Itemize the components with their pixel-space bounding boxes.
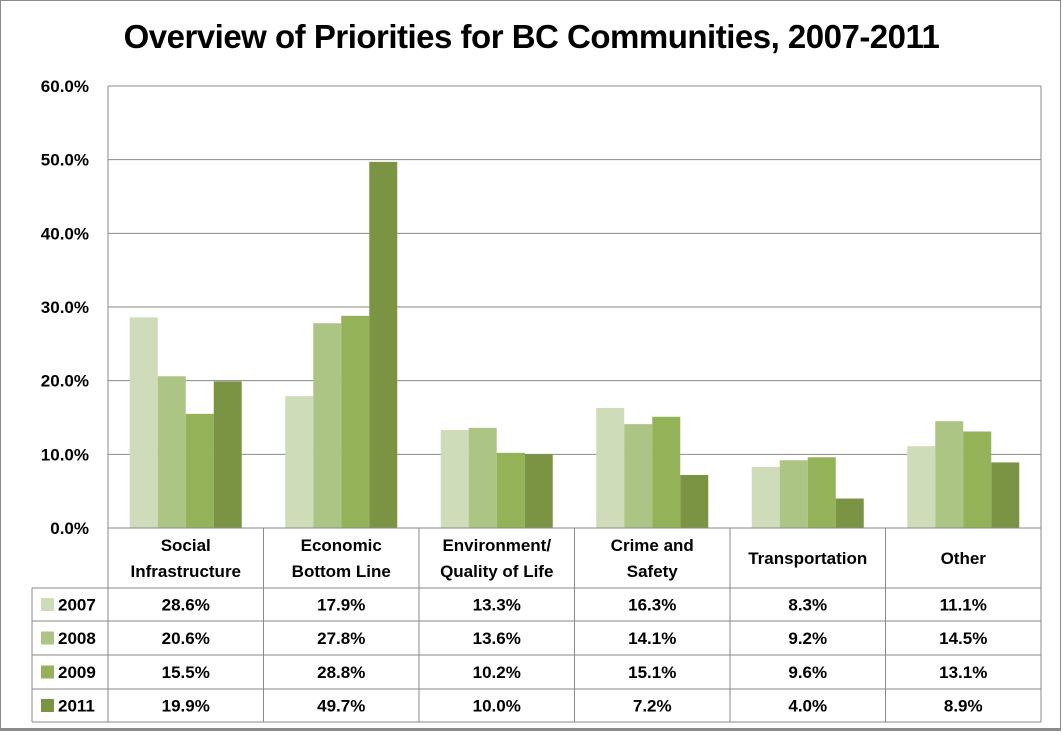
bar-2009-3 bbox=[652, 416, 681, 528]
data-table-value: 9.2% bbox=[788, 629, 827, 648]
chart-title: Overview of Priorities for BC Communitie… bbox=[123, 18, 940, 55]
data-table-value: 19.9% bbox=[162, 697, 210, 716]
bar-2009-0 bbox=[185, 413, 214, 528]
bar-2011-3 bbox=[680, 474, 709, 528]
bar-2009-5 bbox=[963, 431, 992, 528]
data-table-value: 10.2% bbox=[473, 663, 521, 682]
data-table-value: 17.9% bbox=[317, 596, 365, 615]
data-table-value: 8.3% bbox=[788, 596, 827, 615]
bar-2011-2 bbox=[524, 454, 553, 528]
bar-2007-5 bbox=[907, 446, 936, 528]
data-table-value: 13.6% bbox=[473, 629, 521, 648]
x-category-label: Crime and bbox=[611, 536, 694, 555]
y-tick-label: 0.0% bbox=[50, 519, 89, 538]
bar-2009-4 bbox=[807, 457, 836, 528]
legend-swatch-2011 bbox=[41, 699, 54, 712]
bar-2007-1 bbox=[285, 396, 314, 528]
data-table-value: 49.7% bbox=[317, 697, 365, 716]
data-table-value: 4.0% bbox=[788, 697, 827, 716]
legend-label: 2009 bbox=[58, 663, 96, 682]
x-category-label: Economic bbox=[301, 536, 382, 555]
legend-swatch-2007 bbox=[41, 598, 54, 611]
bar-2008-2 bbox=[468, 427, 497, 528]
x-category-label: Social bbox=[161, 536, 211, 555]
y-tick-label: 20.0% bbox=[41, 372, 89, 391]
bar-2007-4 bbox=[751, 466, 780, 528]
x-category-label: Other bbox=[941, 549, 987, 568]
data-table-value: 28.8% bbox=[317, 663, 365, 682]
y-tick-label: 40.0% bbox=[41, 224, 89, 243]
data-table-value: 15.1% bbox=[628, 663, 676, 682]
x-category-label: Safety bbox=[627, 562, 679, 581]
data-table-value: 13.1% bbox=[939, 663, 987, 682]
bar-2008-4 bbox=[779, 460, 808, 528]
legend-swatch-2008 bbox=[41, 631, 54, 645]
bar-2007-0 bbox=[129, 317, 158, 528]
bar-2011-1 bbox=[369, 161, 398, 529]
x-category-label: Bottom Line bbox=[292, 562, 391, 581]
bar-2008-5 bbox=[935, 421, 964, 528]
bar-2007-3 bbox=[596, 407, 625, 528]
bar-2008-3 bbox=[624, 424, 653, 528]
data-table-value: 27.8% bbox=[317, 629, 365, 648]
bar-2007-2 bbox=[440, 430, 469, 528]
data-table-value: 14.5% bbox=[939, 629, 987, 648]
bar-2009-2 bbox=[496, 452, 525, 528]
data-table-value: 11.1% bbox=[940, 596, 987, 615]
y-tick-label: 30.0% bbox=[41, 298, 89, 317]
data-table-value: 14.1% bbox=[628, 629, 676, 648]
bar-2011-5 bbox=[991, 462, 1020, 528]
data-table-value: 7.2% bbox=[633, 697, 672, 716]
y-tick-label: 50.0% bbox=[41, 151, 89, 170]
bar-2008-0 bbox=[157, 376, 186, 528]
legend-swatch-2009 bbox=[41, 665, 54, 679]
data-table-value: 20.6% bbox=[162, 629, 210, 648]
data-table-value: 13.3% bbox=[473, 596, 521, 615]
legend-label: 2011 bbox=[58, 697, 95, 716]
bar-2011-4 bbox=[835, 498, 864, 528]
x-category-label: Transportation bbox=[748, 549, 867, 568]
data-table-value: 8.9% bbox=[944, 697, 983, 716]
x-category-label: Infrastructure bbox=[130, 562, 241, 581]
legend-label: 2008 bbox=[58, 629, 96, 648]
data-table-value: 9.6% bbox=[788, 663, 827, 682]
x-category-label: Quality of Life bbox=[440, 562, 553, 581]
legend-label: 2007 bbox=[58, 596, 96, 615]
bar-2011-0 bbox=[213, 381, 242, 528]
x-category-label: Environment/ bbox=[442, 536, 551, 555]
bar-2008-1 bbox=[313, 323, 342, 528]
data-table-value: 15.5% bbox=[162, 663, 210, 682]
data-table-value: 10.0% bbox=[473, 697, 521, 716]
bar-2009-1 bbox=[341, 315, 370, 528]
y-tick-label: 60.0% bbox=[41, 77, 89, 96]
data-table-value: 28.6% bbox=[162, 596, 210, 615]
y-tick-label: 10.0% bbox=[41, 445, 89, 464]
data-table-value: 16.3% bbox=[628, 596, 676, 615]
